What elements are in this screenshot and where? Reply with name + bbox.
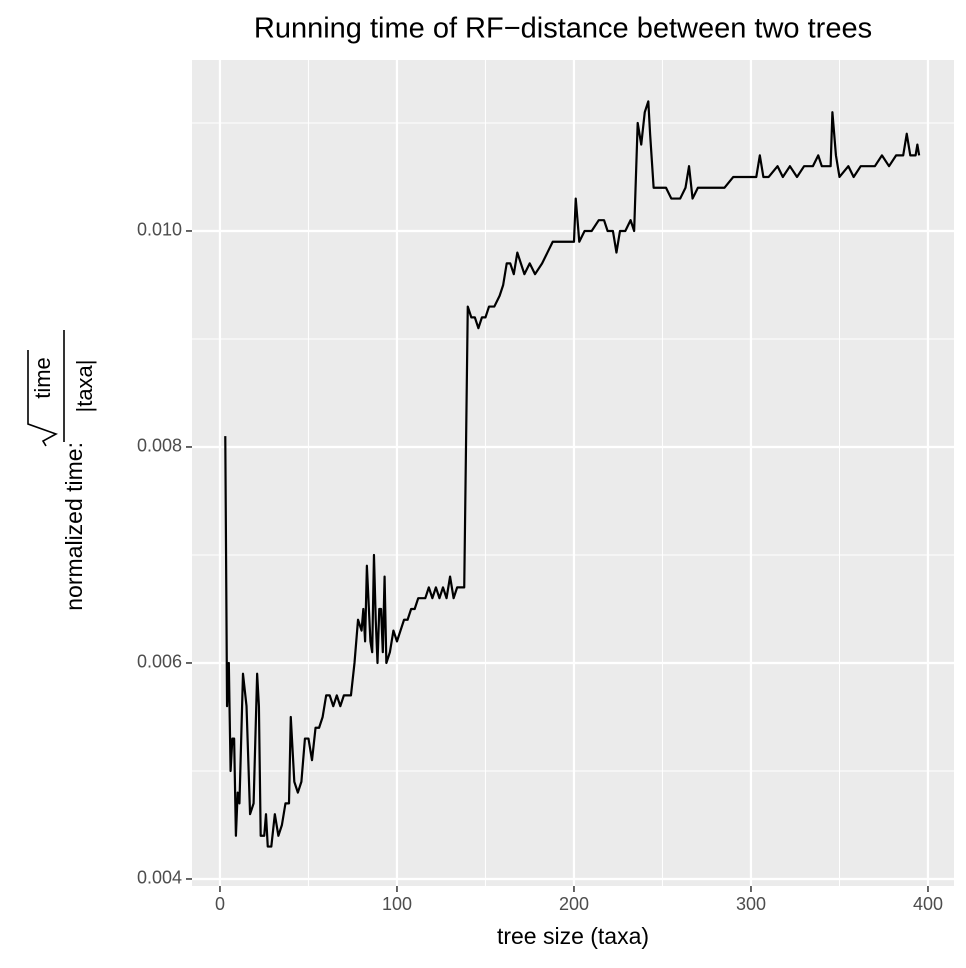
y-axis-label-numerator: time: [30, 357, 55, 399]
y-axis-label: normalized time: time |taxa|: [27, 330, 97, 611]
x-tick-label: 200: [559, 894, 589, 914]
y-axis-label-text: normalized time:: [61, 442, 87, 611]
x-tick-label: 400: [913, 894, 943, 914]
y-tick-label: 0.008: [137, 436, 182, 456]
x-axis-label: tree size (taxa): [497, 923, 649, 949]
y-axis-label-denominator: |taxa|: [72, 359, 97, 412]
y-tick-label: 0.010: [137, 220, 182, 240]
grid: [192, 60, 954, 886]
chart-title: Running time of RF−distance between two …: [254, 13, 872, 45]
x-tick-label: 100: [382, 894, 412, 914]
x-tick-label: 0: [215, 894, 225, 914]
data-line: [224, 100, 921, 848]
y-tick-label: 0.006: [137, 652, 182, 672]
y-tick-label: 0.004: [137, 868, 182, 888]
x-tick-label: 300: [736, 894, 766, 914]
sqrt-sign: [27, 350, 58, 447]
